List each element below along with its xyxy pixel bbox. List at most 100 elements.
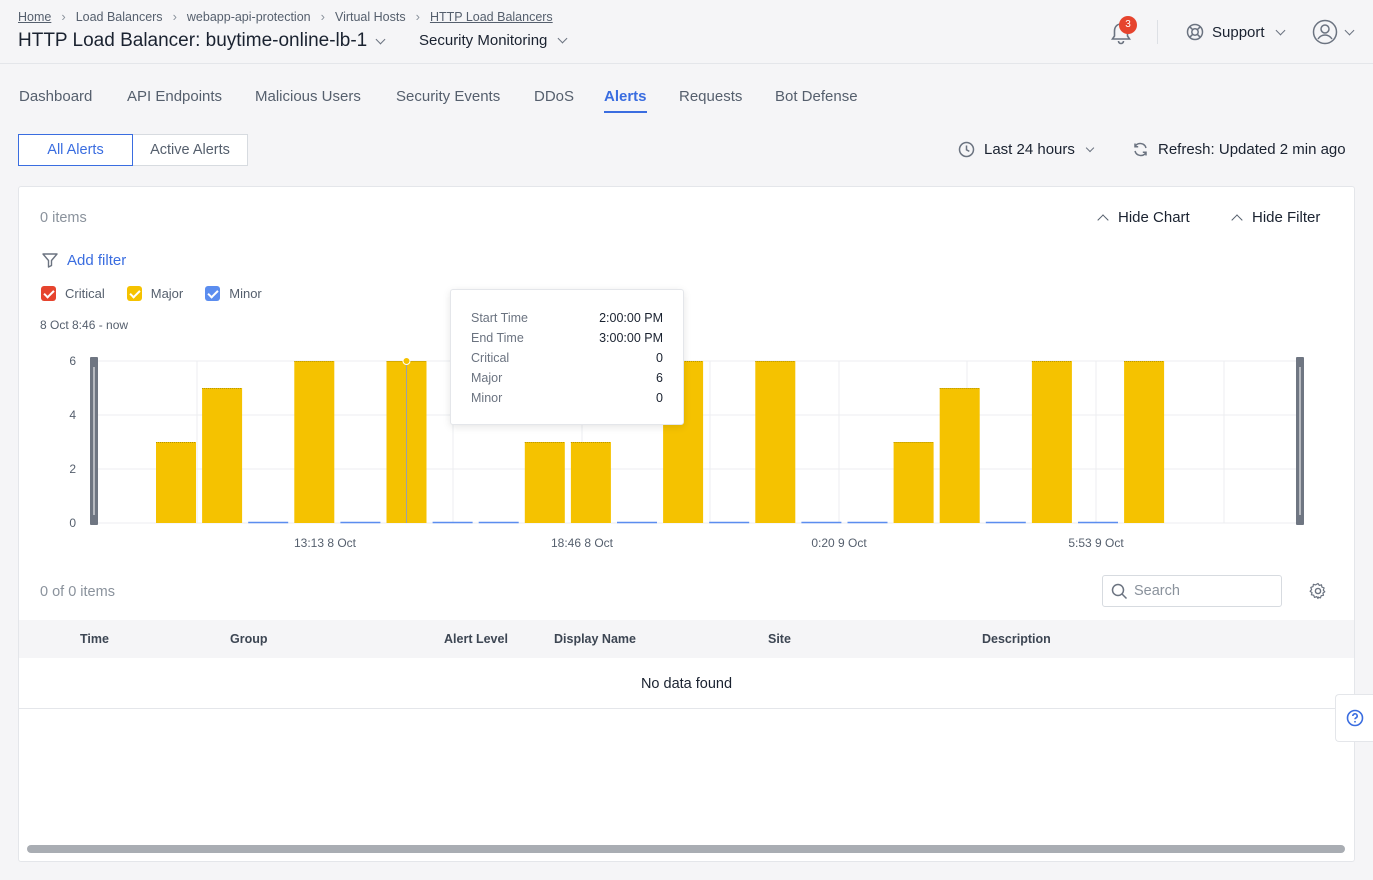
alerts-card: 0 items Hide Chart Hide Filter Add filte…	[18, 186, 1355, 862]
bar-major	[1124, 361, 1165, 523]
time-range-label: Last 24 hours	[984, 141, 1075, 158]
items-count: 0 items	[40, 210, 87, 226]
breadcrumb-virtual-hosts[interactable]: Virtual Hosts	[334, 9, 406, 24]
checkbox-major[interactable]	[126, 286, 142, 301]
tooltip-row: Start Time 2:00:00 PM	[471, 311, 663, 327]
tab-requests[interactable]: Requests	[679, 88, 743, 105]
gear-icon[interactable]	[1309, 582, 1327, 600]
tooltip-row: Critical 0	[471, 351, 663, 367]
workspace-selector[interactable]: Security Monitoring	[419, 32, 568, 49]
tooltip-value: 0	[656, 351, 663, 365]
tooltip-row: Minor 0	[471, 391, 663, 407]
tab-dashboard[interactable]: Dashboard	[19, 88, 93, 105]
page-title-selector[interactable]: HTTP Load Balancer: buytime-online-lb-1	[18, 30, 386, 52]
search-field[interactable]	[1102, 575, 1282, 607]
time-range-selector[interactable]: Last 24 hours	[958, 141, 1095, 158]
y-tick-label: 6	[69, 354, 76, 368]
all-alerts-button[interactable]: All Alerts	[18, 134, 133, 166]
breadcrumb-home[interactable]: Home	[18, 9, 52, 24]
alert-toggle: All Alerts Active Alerts	[18, 134, 248, 166]
column-alert-level[interactable]: Alert Level	[444, 632, 508, 646]
help-icon	[1346, 709, 1363, 727]
tab-security-events[interactable]: Security Events	[396, 88, 501, 105]
column-time[interactable]: Time	[80, 632, 109, 646]
breadcrumb-separator-icon: ›	[320, 9, 325, 24]
breadcrumb-namespace[interactable]: webapp-api-protection	[186, 9, 311, 24]
horizontal-scrollbar[interactable]	[27, 845, 1345, 853]
x-tick-label: 5:53 9 Oct	[1068, 536, 1124, 550]
empty-state: No data found	[19, 658, 1354, 709]
bar-major	[1031, 361, 1072, 523]
hide-chart-button[interactable]: Hide Chart	[1097, 209, 1190, 226]
hide-filter-button[interactable]: Hide Filter	[1231, 209, 1320, 226]
breadcrumb: Home › Load Balancers › webapp-api-prote…	[18, 9, 553, 24]
support-menu[interactable]: Support	[1186, 23, 1285, 41]
refresh-icon	[1134, 142, 1147, 157]
bar-major	[755, 361, 796, 523]
tab-malicious-users[interactable]: Malicious Users	[255, 88, 361, 105]
chevron-down-icon	[1344, 25, 1355, 35]
legend-minor-label: Minor	[229, 286, 262, 301]
tooltip-value: 0	[656, 391, 663, 405]
page-title: HTTP Load Balancer: buytime-online-lb-1	[18, 30, 368, 51]
support-label: Support	[1212, 23, 1265, 41]
user-menu[interactable]	[1312, 19, 1355, 45]
bar-major	[294, 361, 335, 523]
clock-icon	[958, 141, 975, 158]
tooltip-row: End Time 3:00:00 PM	[471, 331, 663, 347]
breadcrumb-separator-icon: ›	[415, 9, 420, 24]
chevron-up-icon	[1097, 213, 1109, 226]
tooltip-value: 2:00:00 PM	[599, 311, 663, 325]
chart-range-label: 8 Oct 8:46 - now	[40, 318, 129, 332]
column-group[interactable]: Group	[230, 632, 268, 646]
chevron-down-icon	[1085, 143, 1095, 152]
column-site[interactable]: Site	[768, 632, 791, 646]
tooltip-value: 6	[656, 371, 663, 385]
table-items-count: 0 of 0 items	[40, 584, 115, 600]
refresh-button[interactable]: Refresh: Updated 2 min ago	[1132, 141, 1346, 158]
refresh-label: Refresh: Updated 2 min ago	[1158, 141, 1346, 158]
chevron-down-icon	[557, 33, 568, 44]
tooltip-row: Major 6	[471, 371, 663, 387]
column-display-name[interactable]: Display Name	[554, 632, 636, 646]
top-header: Home › Load Balancers › webapp-api-prote…	[0, 0, 1373, 64]
help-button[interactable]	[1335, 694, 1373, 742]
breadcrumb-http-load-balancers[interactable]: HTTP Load Balancers	[429, 9, 553, 24]
tab-api-endpoints[interactable]: API Endpoints	[127, 88, 223, 105]
legend-critical[interactable]: Critical	[41, 286, 105, 301]
active-alerts-button[interactable]: Active Alerts	[133, 134, 248, 166]
column-description[interactable]: Description	[982, 632, 1051, 646]
y-tick-label: 4	[69, 408, 76, 422]
search-input[interactable]	[1134, 583, 1264, 599]
legend-major[interactable]: Major	[126, 286, 183, 301]
y-tick-label: 0	[69, 516, 76, 530]
chevron-up-icon	[1231, 213, 1243, 226]
divider	[1157, 20, 1158, 44]
bar-major	[939, 388, 980, 523]
tooltip-key: Minor	[471, 391, 503, 405]
chart-tooltip: Start Time 2:00:00 PM End Time 3:00:00 PM Cr…	[450, 289, 684, 425]
tooltip-value: 3:00:00 PM	[599, 331, 663, 345]
x-tick-label: 18:46 8 Oct	[551, 536, 614, 550]
bar-major	[893, 442, 934, 523]
tooltip-key: Major	[471, 371, 503, 385]
tooltip-key: End Time	[471, 331, 524, 345]
x-tick-label: 0:20 9 Oct	[811, 536, 867, 550]
filter-icon	[42, 253, 58, 268]
tab-alerts[interactable]: Alerts	[604, 88, 647, 113]
tooltip-key: Critical	[471, 351, 510, 365]
tab-bot-defense[interactable]: Bot Defense	[775, 88, 858, 105]
lifebuoy-icon	[1186, 23, 1204, 41]
bar-major	[202, 388, 243, 523]
notification-badge: 3	[1119, 16, 1137, 34]
checkbox-minor[interactable]	[205, 286, 221, 301]
legend-minor[interactable]: Minor	[205, 286, 262, 301]
add-filter-button[interactable]: Add filter	[41, 251, 126, 269]
bar-major	[156, 442, 196, 523]
breadcrumb-load-balancers[interactable]: Load Balancers	[75, 9, 163, 24]
bar-major	[570, 442, 611, 523]
tab-ddos[interactable]: DDoS	[534, 88, 575, 105]
checkbox-critical[interactable]	[41, 286, 56, 301]
chevron-down-icon	[1275, 25, 1285, 35]
y-tick-label: 2	[69, 462, 76, 476]
